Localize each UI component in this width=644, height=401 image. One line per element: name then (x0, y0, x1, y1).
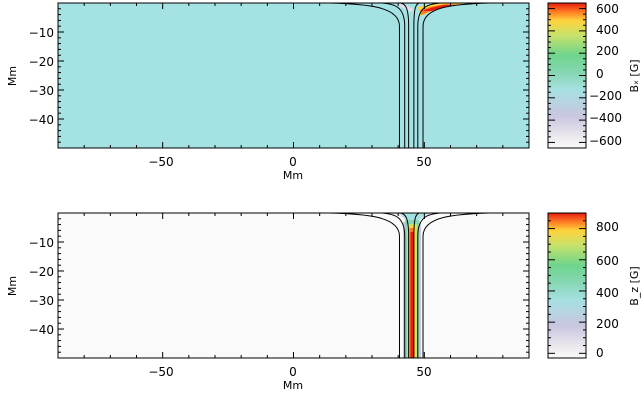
top-cbar-tick-label: 400 (596, 23, 619, 37)
top-cbar-tick-label: −600 (589, 134, 622, 148)
top-xtick-label: 50 (416, 155, 431, 169)
top-xtick-label: −50 (148, 155, 173, 169)
top-ytick-label: −30 (29, 84, 54, 98)
bottom-xaxis-label: Mm (283, 379, 303, 392)
top-cbar-tick-label: 600 (596, 2, 619, 16)
bottom-xtick-label: −50 (148, 365, 173, 379)
bottom-cbar-tick-label: 400 (596, 286, 619, 300)
top-xtick-label: 0 (289, 155, 297, 169)
top-panel: −50 0 50 Mm −10 −20 −30 −40 Mm 600 400 2… (6, 2, 641, 182)
top-xaxis-label: Mm (283, 169, 303, 182)
bottom-tube-peak (410, 232, 414, 358)
top-cbar-tick-label: −200 (589, 89, 622, 103)
bottom-ytick-label: −30 (29, 294, 54, 308)
top-cbar-tick-label: 0 (596, 67, 604, 81)
top-ytick-label: −10 (29, 26, 54, 40)
bottom-xtick-label: 0 (289, 365, 297, 379)
bottom-colorbar (547, 212, 587, 359)
bottom-ytick-label: −40 (29, 323, 54, 337)
bottom-heatmap-background (58, 213, 529, 358)
top-ytick-label: −20 (29, 55, 54, 69)
bottom-ytick-label: −20 (29, 265, 54, 279)
bottom-cbar-tick-label: 600 (596, 254, 619, 268)
top-hotspot-positive (418, 3, 470, 16)
bottom-ytick-label: −10 (29, 236, 54, 250)
top-hotspot-negative (396, 4, 414, 12)
top-cbar-label: Bₓ [G] (628, 59, 641, 92)
bottom-cbar-tick-label: 0 (596, 346, 604, 360)
top-yaxis-label: Mm (6, 66, 19, 86)
bottom-panel: −50 0 50 Mm −10 −20 −30 −40 Mm 800 600 4… (6, 212, 641, 392)
bottom-xtick-label: 50 (416, 365, 431, 379)
bottom-cbar-tick-label: 800 (596, 220, 619, 234)
bottom-yaxis-label: Mm (6, 276, 19, 296)
top-hotspot-peak (422, 5, 452, 11)
top-heatmap-background (58, 3, 529, 148)
top-cbar-tick-label: 200 (596, 44, 619, 58)
top-ytick-label: −40 (29, 113, 54, 127)
top-cbar-tick-label: −400 (589, 111, 622, 125)
bottom-cbar-label: B_z [G] (628, 266, 641, 305)
bottom-cbar-tick-label: 200 (596, 317, 619, 331)
